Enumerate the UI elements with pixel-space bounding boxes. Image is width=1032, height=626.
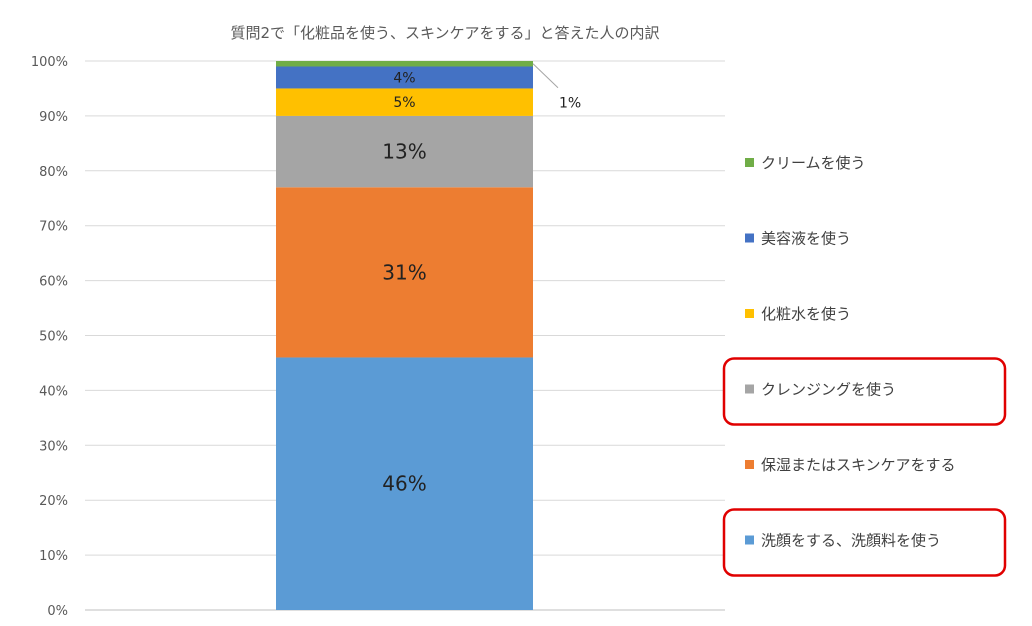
bar-segment <box>276 115 533 188</box>
stacked-bar <box>276 61 533 610</box>
y-axis-tick-labels: 0% 10% 20% 30% 40% 50% 60% 70% 80% 90% 100% <box>31 55 68 619</box>
label-leader-line <box>532 63 559 89</box>
data-label: 5% <box>393 95 415 111</box>
legend-item-label: クレンジングを使う <box>761 381 896 399</box>
bar-segment <box>276 187 533 358</box>
legend-item-label: 洗顔をする、洗顔料を使う <box>761 532 941 550</box>
legend-item-label: クリームを使う <box>761 154 866 172</box>
bar-segment <box>276 66 533 89</box>
bar-segment <box>276 61 533 67</box>
y-tick-label: 60% <box>39 275 68 290</box>
chart-title: 質問2で「化粧品を使う、スキンケアをする」と答えた人の内訳 <box>230 24 659 42</box>
data-label: 1% <box>559 96 581 112</box>
bar-segment <box>276 357 533 610</box>
y-tick-label: 0% <box>47 604 68 619</box>
highlight-box <box>722 508 1007 577</box>
y-tick-label: 90% <box>39 110 68 125</box>
y-tick-label: 80% <box>39 165 68 180</box>
legend-swatch <box>745 233 754 243</box>
legend-swatch <box>745 384 754 394</box>
highlight-box <box>722 357 1007 426</box>
data-label: 13% <box>382 140 426 164</box>
y-tick-label: 30% <box>39 439 68 454</box>
legend-item-label: 保湿またはスキンケアをする <box>761 456 956 474</box>
data-label: 46% <box>382 472 426 496</box>
legend-swatch <box>745 460 754 469</box>
y-tick-label: 70% <box>39 220 68 235</box>
legend-swatch <box>745 309 754 318</box>
data-labels: 46% 31% 13% 5% 4% 1% <box>382 63 581 496</box>
legend-item-label: 美容液を使う <box>761 230 851 248</box>
legend-swatch <box>745 158 754 167</box>
legend-item-label: 化粧水を使う <box>761 305 851 323</box>
legend: クリームを使う美容液を使う化粧水を使うクレンジングを使う保湿またはスキンケアをす… <box>722 154 1007 577</box>
data-label: 4% <box>393 70 415 86</box>
y-tick-label: 20% <box>39 494 68 509</box>
y-tick-label: 100% <box>31 55 68 70</box>
data-label: 31% <box>382 260 426 284</box>
y-tick-label: 10% <box>39 549 68 564</box>
legend-swatch <box>745 535 754 545</box>
bar-segment <box>276 88 533 116</box>
y-tick-label: 50% <box>39 330 68 345</box>
y-tick-label: 40% <box>39 384 68 399</box>
